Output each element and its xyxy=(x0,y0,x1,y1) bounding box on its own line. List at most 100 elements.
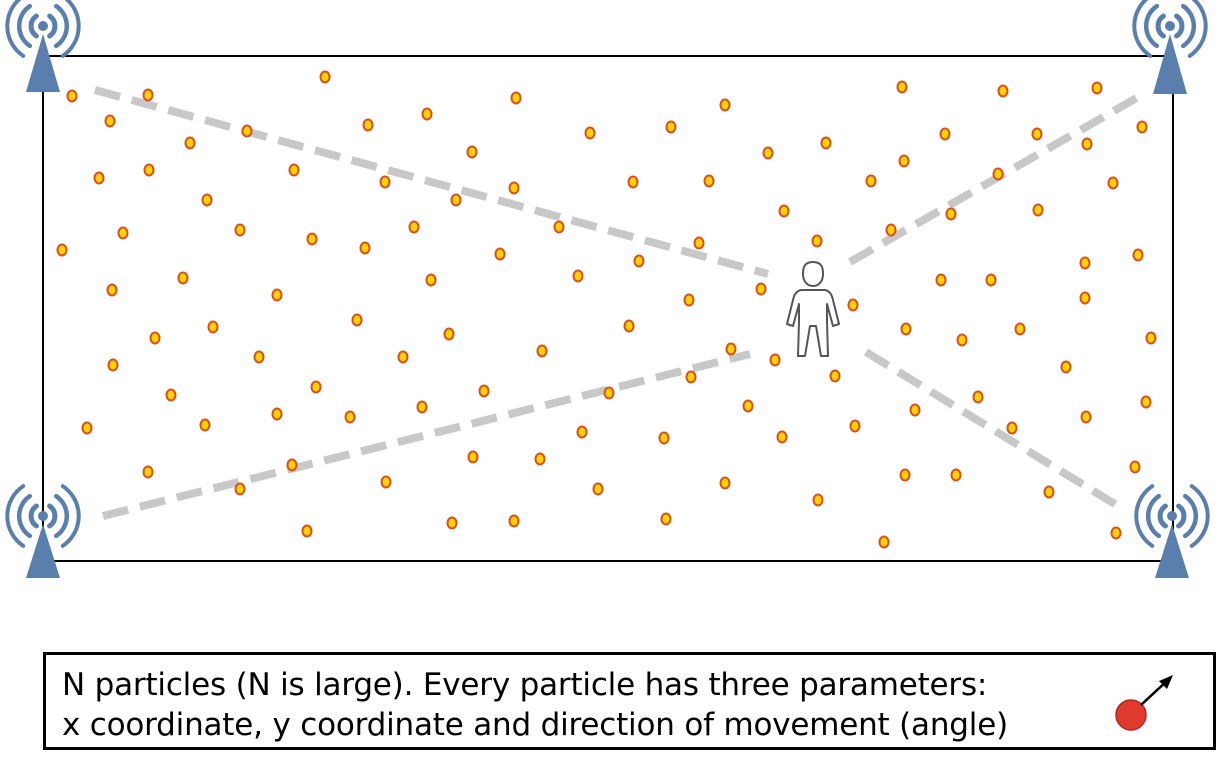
wifi-antenna-icon xyxy=(1132,0,1208,94)
particle xyxy=(592,482,604,496)
particle xyxy=(351,313,363,327)
particle xyxy=(1014,322,1026,336)
particle xyxy=(812,493,824,507)
particle xyxy=(1043,485,1055,499)
particle xyxy=(972,390,984,404)
particle xyxy=(81,421,93,435)
particle xyxy=(865,174,877,188)
particle xyxy=(534,452,546,466)
particle xyxy=(719,476,731,490)
particle xyxy=(286,458,298,472)
particle xyxy=(184,136,196,150)
particle xyxy=(755,282,767,296)
particle xyxy=(1006,421,1018,435)
particle xyxy=(344,410,356,424)
particle xyxy=(885,223,897,237)
particle xyxy=(93,171,105,185)
particle xyxy=(1132,248,1144,262)
particle xyxy=(362,118,374,132)
particle xyxy=(466,145,478,159)
caption-line-1: N particles (N is large). Every particle… xyxy=(62,667,988,703)
particle xyxy=(241,124,253,138)
particle xyxy=(107,358,119,372)
particle xyxy=(359,241,371,255)
particle xyxy=(703,174,715,188)
particle xyxy=(945,207,957,221)
particle xyxy=(627,175,639,189)
particle xyxy=(811,234,823,248)
particle xyxy=(467,450,479,464)
particle xyxy=(693,236,705,250)
particle xyxy=(207,320,219,334)
particle xyxy=(553,220,565,234)
signal-paths xyxy=(93,86,1142,520)
particle xyxy=(508,514,520,528)
particle xyxy=(478,384,490,398)
particle xyxy=(576,425,588,439)
particle xyxy=(899,468,911,482)
particle xyxy=(536,344,548,358)
particle xyxy=(446,516,458,530)
particle xyxy=(253,350,265,364)
particle xyxy=(117,226,129,240)
particle xyxy=(935,273,947,287)
particle xyxy=(380,475,392,489)
particle xyxy=(106,283,118,297)
particle xyxy=(1080,410,1092,424)
particle xyxy=(199,418,211,432)
particle xyxy=(1129,460,1141,474)
particle xyxy=(956,333,968,347)
particle xyxy=(820,136,832,150)
particle xyxy=(769,353,781,367)
particle xyxy=(572,269,584,283)
particle xyxy=(829,369,841,383)
particle xyxy=(878,535,890,549)
particle xyxy=(177,271,189,285)
particle xyxy=(425,273,437,287)
caption-box: N particles (N is large). Every particle… xyxy=(43,652,1216,750)
particle xyxy=(379,175,391,189)
particle xyxy=(397,350,409,364)
particle xyxy=(633,254,645,268)
particle xyxy=(584,126,596,140)
particle xyxy=(950,468,962,482)
particle xyxy=(1110,526,1122,540)
particle xyxy=(56,243,68,257)
signal-path-2 xyxy=(102,350,751,520)
particle xyxy=(149,331,161,345)
wifi-antenna-icon xyxy=(5,0,81,92)
particles xyxy=(56,70,1157,549)
particle xyxy=(778,204,790,218)
particle xyxy=(416,400,428,414)
particle xyxy=(909,403,921,417)
particle xyxy=(623,319,635,333)
particle xyxy=(301,524,313,538)
signal-path-1 xyxy=(93,86,770,278)
particle xyxy=(1079,256,1091,270)
particle xyxy=(939,127,951,141)
room-boundary xyxy=(42,55,1174,562)
particle xyxy=(1060,360,1072,374)
particle xyxy=(985,273,997,287)
particle xyxy=(104,114,116,128)
particle xyxy=(234,482,246,496)
particle xyxy=(271,288,283,302)
particle xyxy=(1031,127,1043,141)
particle xyxy=(66,89,78,103)
particle xyxy=(660,512,672,526)
signal-path-4 xyxy=(863,348,1121,510)
particle xyxy=(776,430,788,444)
particle xyxy=(725,342,737,356)
particle xyxy=(762,146,774,160)
particle xyxy=(1107,176,1119,190)
particle-filter-scene xyxy=(5,0,1210,578)
particle xyxy=(997,84,1009,98)
particle xyxy=(992,167,1004,181)
particle xyxy=(1032,203,1044,217)
particle xyxy=(450,193,462,207)
particle xyxy=(742,399,754,413)
particle xyxy=(665,120,677,134)
particle xyxy=(898,154,910,168)
particle xyxy=(408,220,420,234)
particle xyxy=(508,181,520,195)
